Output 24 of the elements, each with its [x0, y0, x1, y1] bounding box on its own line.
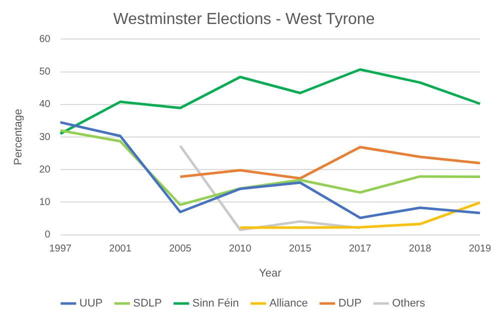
x-tick-label: 2015 [289, 244, 312, 255]
legend-label: DUP [338, 298, 362, 310]
legend-label: UUP [79, 298, 103, 310]
x-tick-label: 1997 [49, 244, 72, 255]
x-tick-label: 2018 [408, 244, 432, 255]
legend-label: Others [392, 298, 426, 310]
legend-label: SDLP [133, 298, 162, 310]
y-tick-label: 60 [39, 34, 51, 45]
x-tick-label: 2019 [468, 244, 492, 255]
legend-label: Sinn Féin [192, 298, 239, 310]
y-tick-label: 0 [44, 230, 51, 241]
y-axis-title: Percentage [12, 108, 25, 166]
x-tick-label: 2017 [348, 244, 372, 255]
y-tick-label: 30 [39, 132, 51, 143]
y-tick-label: 20 [39, 164, 51, 176]
x-tick-label: 2010 [229, 244, 252, 255]
chart-title: Westminster Elections - West Tyrone [113, 11, 375, 28]
legend-label: Alliance [269, 298, 308, 310]
y-tick-label: 50 [39, 66, 51, 78]
y-tick-label: 40 [39, 99, 51, 110]
x-tick-label: 2001 [109, 244, 132, 255]
x-tick-label: 2005 [169, 244, 192, 255]
x-axis-title: Year [259, 267, 282, 280]
y-tick-label: 10 [39, 196, 51, 208]
